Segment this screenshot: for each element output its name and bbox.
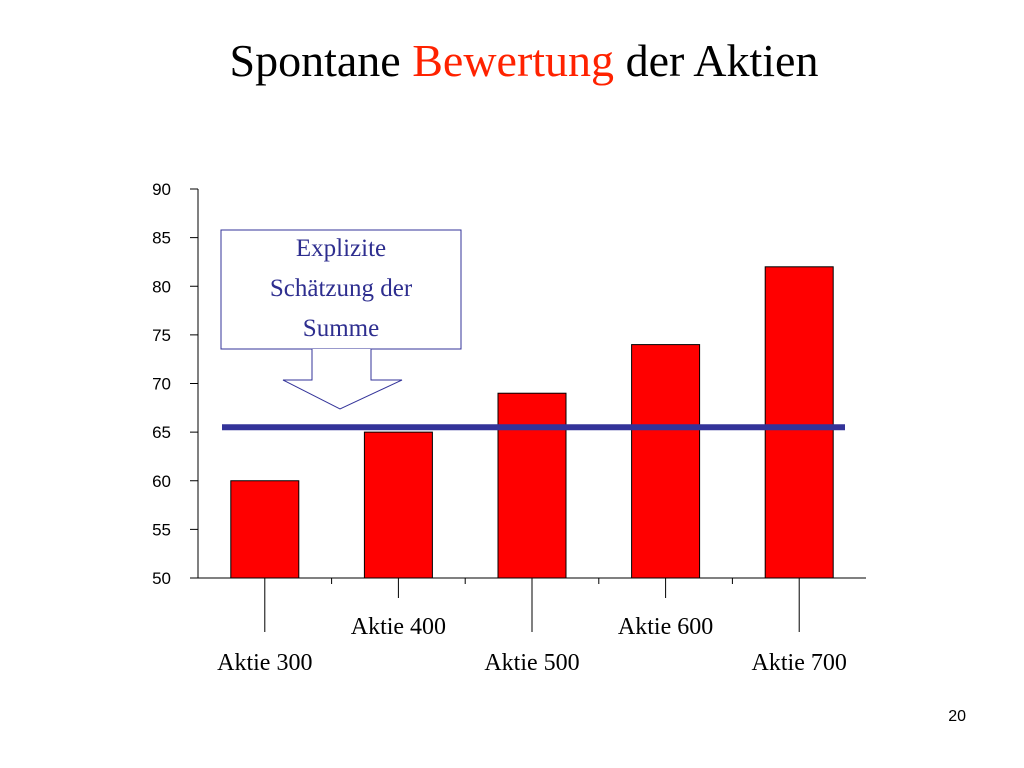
y-tick-label: 85: [152, 229, 171, 248]
page-number: 20: [948, 708, 966, 725]
title-part-accent: Bewertung: [412, 35, 615, 86]
y-tick-label: 55: [152, 520, 171, 539]
y-tick-label: 70: [152, 375, 171, 394]
bars: [230, 266, 834, 579]
y-tick-label: 50: [152, 569, 171, 588]
bar: [230, 480, 300, 579]
callout-text-line: Explizite: [296, 235, 386, 262]
y-tick-label: 90: [152, 180, 171, 199]
callout-box: [220, 229, 462, 350]
y-tick-label: 75: [152, 326, 171, 345]
bar: [764, 266, 834, 579]
bar: [363, 431, 433, 579]
callout-arrow-icon: [282, 349, 403, 410]
slide-title: Spontane Bewertung der Aktien: [0, 34, 1024, 87]
y-tick-label: 80: [152, 277, 171, 296]
y-tick-label: 65: [152, 423, 171, 442]
callout-text-line: Schätzung der: [270, 275, 413, 302]
bar: [497, 392, 567, 579]
callout: Explizite Schätzung der Summe: [220, 229, 462, 410]
x-category-label: Aktie 400: [351, 614, 446, 640]
x-category-label: Aktie 600: [618, 614, 713, 640]
x-category-label: Aktie 700: [752, 650, 847, 676]
axes: 50 55 60 65 70 75 80 85 90 Aktie 300 Aktie 400 Akti…: [152, 180, 866, 676]
bar: [631, 344, 701, 579]
x-category-label: Aktie 500: [484, 650, 579, 676]
y-tick-label: 60: [152, 472, 171, 491]
callout-text-line: Summe: [303, 315, 379, 342]
title-part-3: der Aktien: [625, 35, 819, 86]
x-category-label: Aktie 300: [217, 650, 312, 676]
title-part-1: Spontane: [229, 35, 401, 86]
